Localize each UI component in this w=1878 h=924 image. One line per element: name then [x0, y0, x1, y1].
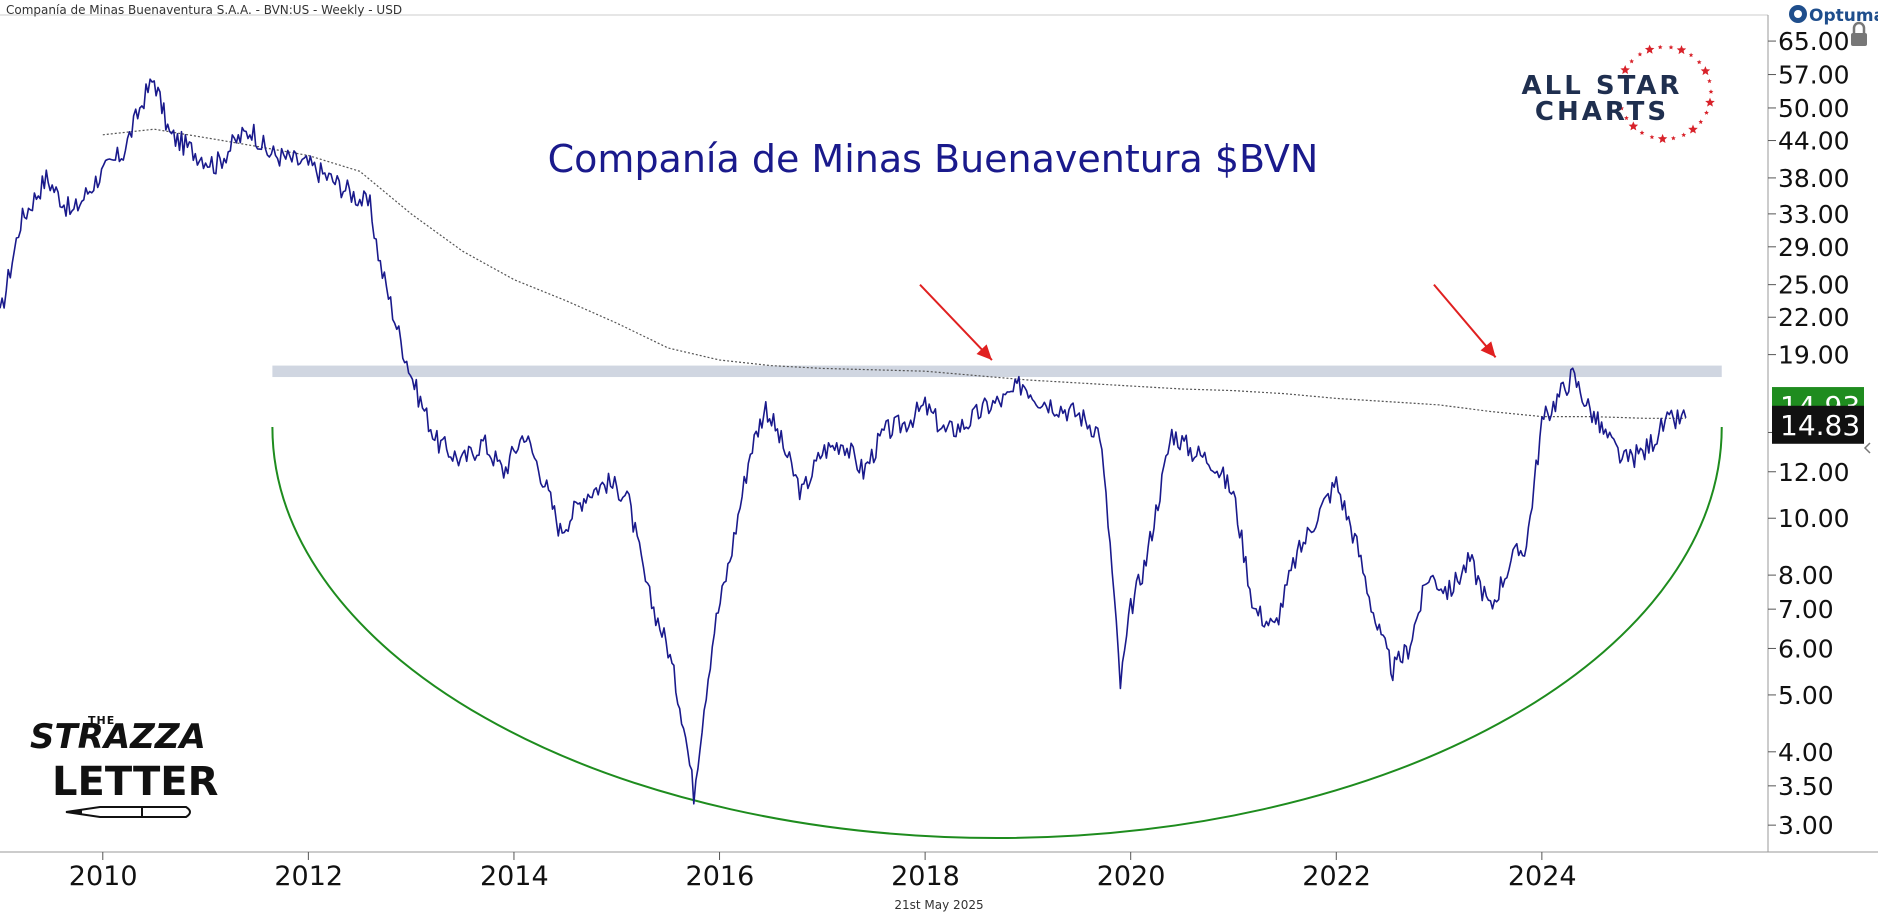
red-arrow-shaft — [919, 283, 993, 361]
x-tick-label: 2010 — [69, 861, 138, 892]
star-icon — [1698, 119, 1704, 124]
star-icon — [1707, 78, 1712, 84]
y-tick-label: 10.00 — [1778, 504, 1850, 533]
star-icon — [1629, 58, 1634, 64]
red-arrow-head — [1480, 341, 1496, 358]
instrument-header: Companía de Minas Buenaventura S.A.A. - … — [6, 3, 402, 17]
x-tick-label: 2012 — [274, 861, 343, 892]
x-tick-label: 2022 — [1302, 861, 1371, 892]
star-icon — [1657, 44, 1663, 50]
star-icon — [1619, 105, 1624, 111]
lock-icon-shackle — [1852, 21, 1866, 33]
star-icon — [1704, 110, 1709, 115]
resistance-band-layer — [272, 365, 1722, 378]
star-icon — [1696, 59, 1702, 65]
y-tick-label: 3.00 — [1778, 811, 1834, 840]
optuma-logo-text: Optuma — [1809, 6, 1878, 26]
x-tick-label: 2018 — [891, 861, 960, 892]
strazza-logo-line2: LETTER — [52, 759, 218, 805]
price-badge-black: 14.83 — [1772, 405, 1864, 444]
red-arrow-annotation — [1433, 284, 1497, 358]
y-tick-label: 8.00 — [1778, 561, 1834, 590]
red-arrow-head — [976, 344, 992, 361]
star-icon — [1649, 134, 1655, 140]
y-tick-label: 12.00 — [1778, 458, 1850, 487]
y-tick-label: 44.00 — [1778, 127, 1850, 156]
optuma-logo: Optuma — [1789, 5, 1878, 26]
pen-icon — [65, 806, 191, 818]
y-tick-label: 7.00 — [1778, 595, 1834, 624]
y-axis-ticks: 65.00 57.00 50.00 44.00 38.00 33.00 29.00 25.00… — [1768, 27, 1850, 840]
strazza-letter-logo: THE STRAZZA LETTER — [30, 714, 218, 818]
star-icon — [1620, 65, 1630, 74]
star-icon — [1700, 66, 1711, 76]
y-tick-label: 29.00 — [1778, 233, 1850, 262]
rounding-bottom-arc — [271, 427, 1723, 839]
star-icon — [1688, 124, 1698, 134]
star-ring-icon — [1619, 44, 1715, 143]
lock-icon-body — [1851, 33, 1867, 46]
moving-average-layer — [102, 128, 1686, 419]
x-tick-label: 2020 — [1097, 861, 1166, 892]
star-icon — [1681, 132, 1687, 137]
y-tick-label: 33.00 — [1778, 200, 1850, 229]
collapse-panel-icon[interactable] — [1863, 442, 1871, 454]
star-icon — [1688, 52, 1694, 58]
chart-title: Companía de Minas Buenaventura $BVN — [548, 137, 1319, 181]
x-axis-ticks: 2010 2012 2014 2016 2018 2020 2022 2024 — [69, 852, 1577, 892]
y-tick-label: 25.00 — [1778, 271, 1850, 300]
y-tick-label: 19.00 — [1778, 341, 1850, 370]
red-arrow-shaft — [1433, 284, 1497, 358]
red-arrow-annotation — [919, 283, 993, 361]
price-badge-label: 14.83 — [1780, 409, 1860, 442]
y-tick-label: 65.00 — [1778, 27, 1850, 56]
chevron-left-icon — [1863, 442, 1871, 454]
star-icon — [1624, 115, 1629, 121]
star-icon — [1668, 44, 1674, 50]
resistance-band — [272, 365, 1722, 378]
moving-average-line — [102, 128, 1686, 419]
star-icon — [1628, 121, 1639, 131]
star-icon — [1657, 133, 1668, 143]
star-icon — [1644, 44, 1655, 54]
y-tick-label: 3.50 — [1778, 772, 1834, 801]
price-series-line — [0, 78, 1687, 805]
strazza-logo-line1: STRAZZA — [30, 717, 206, 757]
y-tick-label: 50.00 — [1778, 94, 1850, 123]
optuma-logo-icon-inner — [1794, 10, 1802, 18]
pen-icon-body — [65, 806, 191, 818]
strazza-logo-the: THE — [88, 714, 115, 727]
price-badges: 14.9314.83 — [1772, 387, 1864, 444]
x-tick-label: 2014 — [480, 861, 549, 892]
allstar-charts-logo: ALL STAR CHARTS — [1522, 44, 1715, 143]
rounding-bottom-arc-layer — [271, 427, 1723, 839]
star-icon — [1639, 130, 1645, 135]
allstar-logo-line1: ALL STAR — [1522, 71, 1683, 101]
y-tick-label: 22.00 — [1778, 303, 1850, 332]
y-tick-label: 57.00 — [1778, 61, 1850, 90]
price-series-layer — [0, 78, 1687, 805]
y-tick-label: 6.00 — [1778, 634, 1834, 663]
arrow-annotations-layer — [919, 283, 1497, 361]
star-icon — [1671, 135, 1676, 141]
star-icon — [1637, 51, 1643, 57]
allstar-logo-line2: CHARTS — [1535, 97, 1669, 127]
y-tick-label: 4.00 — [1778, 738, 1834, 767]
y-tick-label: 5.00 — [1778, 681, 1834, 710]
lock-icon[interactable] — [1851, 21, 1867, 46]
x-tick-label: 2016 — [686, 861, 755, 892]
date-footer: 21st May 2025 — [894, 898, 983, 912]
star-icon — [1705, 97, 1715, 107]
price-badge-background — [1772, 405, 1864, 444]
y-tick-label: 38.00 — [1778, 164, 1850, 193]
star-icon — [1708, 89, 1714, 94]
x-tick-label: 2024 — [1508, 861, 1577, 892]
star-icon — [1676, 45, 1687, 55]
pen-icon-nib — [66, 809, 82, 815]
